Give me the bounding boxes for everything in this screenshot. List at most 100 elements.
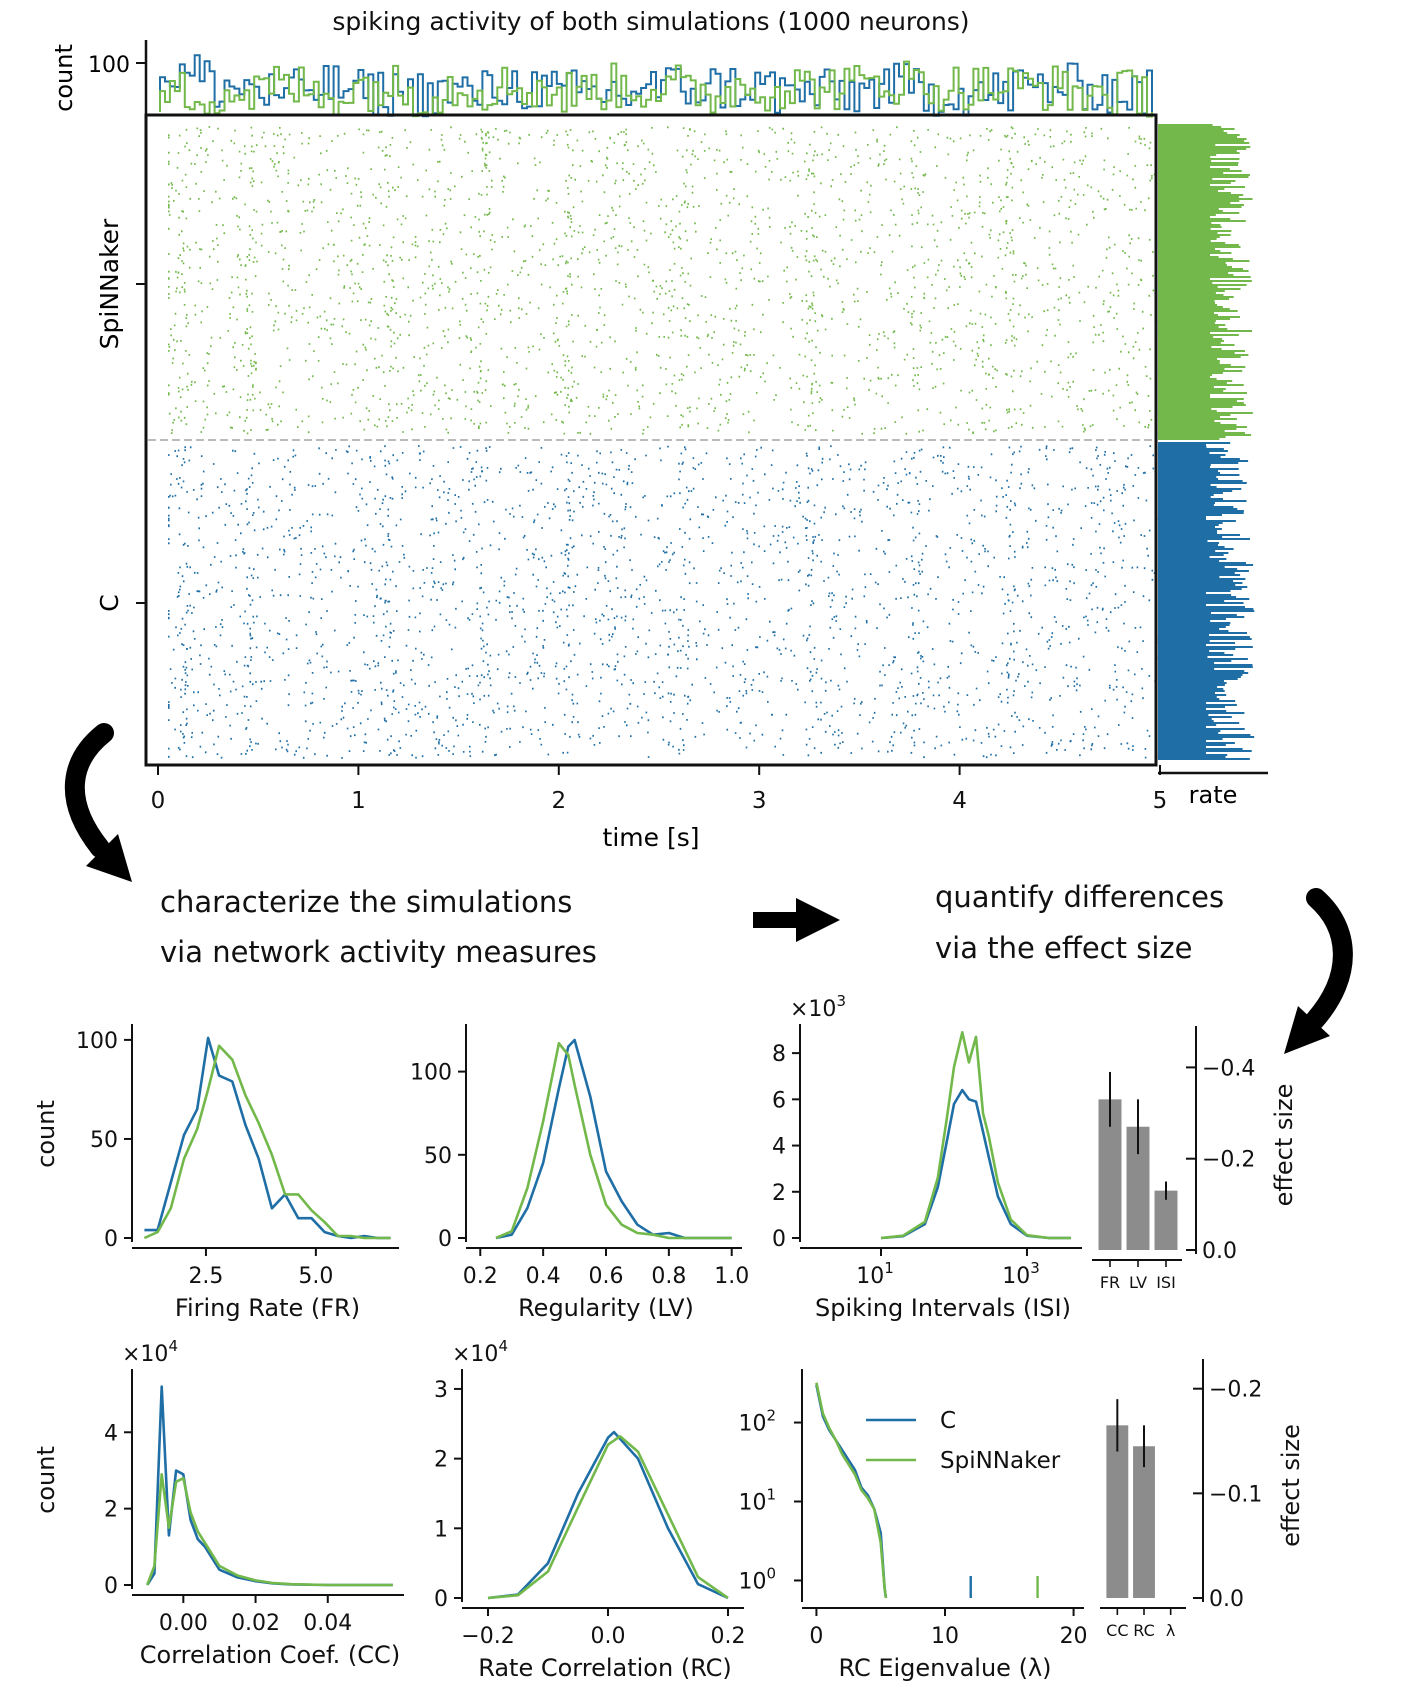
count-histogram-c <box>159 54 1153 118</box>
x-tick-label: 2.5 <box>188 1264 223 1289</box>
raster-title: spiking activity of both simulations (10… <box>332 7 969 36</box>
raster-x-tick-label: 0 <box>151 788 166 814</box>
y-tick-label: 102 <box>738 1407 776 1437</box>
x-tick-label: 1.0 <box>714 1264 749 1289</box>
y-axis-label: count <box>32 1446 60 1514</box>
x-tick-label: 10 <box>931 1624 959 1649</box>
x-axis-label: Rate Correlation (RC) <box>478 1654 732 1682</box>
multiplier-base: ×10 <box>452 1342 498 1367</box>
x-tick-label: 101 <box>856 1259 894 1289</box>
step1-line2: via network activity measures <box>160 935 597 969</box>
count-axis-label: count <box>50 44 78 112</box>
raster-panel: SpiNNaker C 0 1 2 3 4 5 time [s] <box>95 113 1167 852</box>
rate-axis-label: rate <box>1189 781 1238 809</box>
y-axis-label: effect size <box>1277 1424 1305 1547</box>
x-axis-label: RC Eigenvalue (λ) <box>838 1654 1051 1682</box>
y-axis-label: effect size <box>1270 1084 1298 1207</box>
category-label: LV <box>1129 1273 1147 1292</box>
x-axis-label: Firing Rate (FR) <box>175 1294 360 1322</box>
x-axis-label: Regularity (LV) <box>518 1294 694 1322</box>
x-tick-base: 10 <box>856 1264 884 1289</box>
step2-line1: quantify differences <box>935 880 1224 914</box>
raster-x-tick-label: 1 <box>351 788 366 814</box>
y-tick-label: 2 <box>772 1181 786 1206</box>
x-tick-label: 0.2 <box>463 1264 498 1289</box>
legend-label: SpiNNaker <box>940 1448 1061 1474</box>
series-c <box>487 1430 729 1600</box>
x-tick-label: 0.8 <box>651 1264 686 1289</box>
count-tick-label: 100 <box>88 53 130 78</box>
series-c <box>815 1384 888 1599</box>
step1-line1: characterize the simulations <box>160 885 572 919</box>
y-tick-label: 6 <box>772 1088 786 1113</box>
y-tick-label: 100 <box>76 1029 118 1054</box>
y-tick-base: 10 <box>738 1491 766 1516</box>
y-tick-label: 2 <box>104 1498 118 1523</box>
rate-correlation-panel: −0.2 0.0 0.2 0 1 2 3×104 Rate Correlation (RC) <box>434 1337 746 1682</box>
firing-rate-panel: 2.5 5.0 0 50 100 Firing Rate (FR) count <box>32 1024 399 1322</box>
y-tick-label: 3 <box>434 1378 448 1403</box>
x-tick-exp: 1 <box>884 1259 894 1277</box>
y-axis-label: count <box>32 1100 60 1168</box>
category-label: RC <box>1133 1621 1155 1640</box>
x-tick-label: 0.6 <box>589 1264 624 1289</box>
x-tick-label: −0.2 <box>461 1624 514 1649</box>
x-axis-label: Correlation Coef. (CC) <box>140 1641 400 1669</box>
effect-size-panel-2: CC RC λ 0.0 −0.1 −0.2 effect size <box>1100 1359 1305 1640</box>
y-tick-exp: 0 <box>766 1564 776 1582</box>
x-tick-exp: 3 <box>1030 1259 1040 1277</box>
arrow-right-icon <box>753 898 840 942</box>
y-tick-label: 8 <box>772 1042 786 1067</box>
ylabel-spinnaker: SpiNNaker <box>95 218 124 349</box>
effect-bar-fr <box>1098 1099 1122 1250</box>
x-tick-label: 0.4 <box>526 1264 561 1289</box>
y-tick-label: 0 <box>104 1227 118 1252</box>
spinnaker-spikes <box>168 126 1158 435</box>
category-label: ISI <box>1156 1273 1176 1292</box>
x-tick-label: 0.0 <box>591 1624 626 1649</box>
y-tick-base: 10 <box>738 1412 766 1437</box>
axis-multiplier: ×103 <box>790 992 846 1022</box>
rate-bars-spinnaker <box>1158 124 1253 440</box>
rate-bars-c <box>1158 442 1255 760</box>
x-tick-label: 0 <box>809 1624 823 1649</box>
step2-line2: via the effect size <box>935 931 1192 965</box>
series-c <box>495 1038 732 1240</box>
effect-size-panel-1: FR LV ISI 0.0 −0.2 −0.4 effect size <box>1092 1026 1298 1292</box>
y-tick-label: 101 <box>738 1486 776 1516</box>
raster-x-ticks: 0 1 2 3 4 5 <box>151 765 1167 814</box>
series-spinnaker <box>495 1042 732 1240</box>
y-tick-label: 0 <box>104 1574 118 1599</box>
count-histogram-spinnaker <box>159 60 1153 118</box>
raster-x-tick-label: 2 <box>551 788 566 814</box>
multiplier-exp: 4 <box>498 1337 508 1355</box>
count-histogram: 100 count <box>50 40 1153 118</box>
raster-x-tick-label: 3 <box>752 788 767 814</box>
y-tick-label: −0.1 <box>1209 1482 1262 1507</box>
series-spinnaker <box>815 1382 888 1599</box>
multiplier-base: ×10 <box>790 997 836 1022</box>
x-tick-label: 5.0 <box>298 1264 333 1289</box>
y-tick-exp: 2 <box>766 1407 776 1425</box>
series-spinnaker <box>487 1435 729 1600</box>
y-tick-exp: 1 <box>766 1486 776 1504</box>
category-label: λ <box>1166 1621 1175 1640</box>
y-tick-label: 100 <box>410 1061 452 1086</box>
curved-arrow-left-icon <box>64 723 132 882</box>
rate-histogram: rate <box>1158 124 1268 809</box>
effect-bar-isi <box>1154 1190 1178 1250</box>
ylabel-c: C <box>95 594 124 611</box>
multiplier-base: ×10 <box>122 1342 168 1367</box>
y-tick-label: −0.4 <box>1202 1056 1255 1081</box>
y-tick-label: 0 <box>438 1227 452 1252</box>
multiplier-exp: 3 <box>836 992 846 1010</box>
x-tick-label: 0.04 <box>303 1611 352 1636</box>
y-tick-label: −0.2 <box>1202 1148 1255 1173</box>
y-tick-label: 0 <box>434 1587 448 1612</box>
curved-arrow-right-icon <box>1284 888 1353 1054</box>
